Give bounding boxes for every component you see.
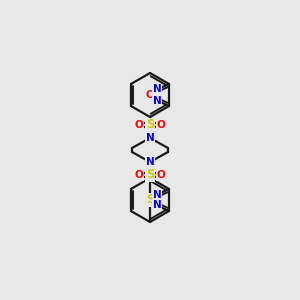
- Text: S: S: [146, 169, 154, 182]
- Text: N: N: [153, 85, 161, 94]
- Text: O: O: [146, 90, 154, 100]
- Text: N: N: [153, 200, 161, 211]
- Text: O: O: [135, 120, 143, 130]
- Text: N: N: [146, 133, 154, 143]
- Text: S: S: [146, 194, 154, 206]
- Text: O: O: [157, 170, 165, 180]
- Text: O: O: [157, 120, 165, 130]
- Text: N: N: [153, 190, 161, 200]
- Text: O: O: [135, 170, 143, 180]
- Text: S: S: [146, 118, 154, 131]
- Text: N: N: [153, 95, 161, 106]
- Text: N: N: [146, 157, 154, 167]
